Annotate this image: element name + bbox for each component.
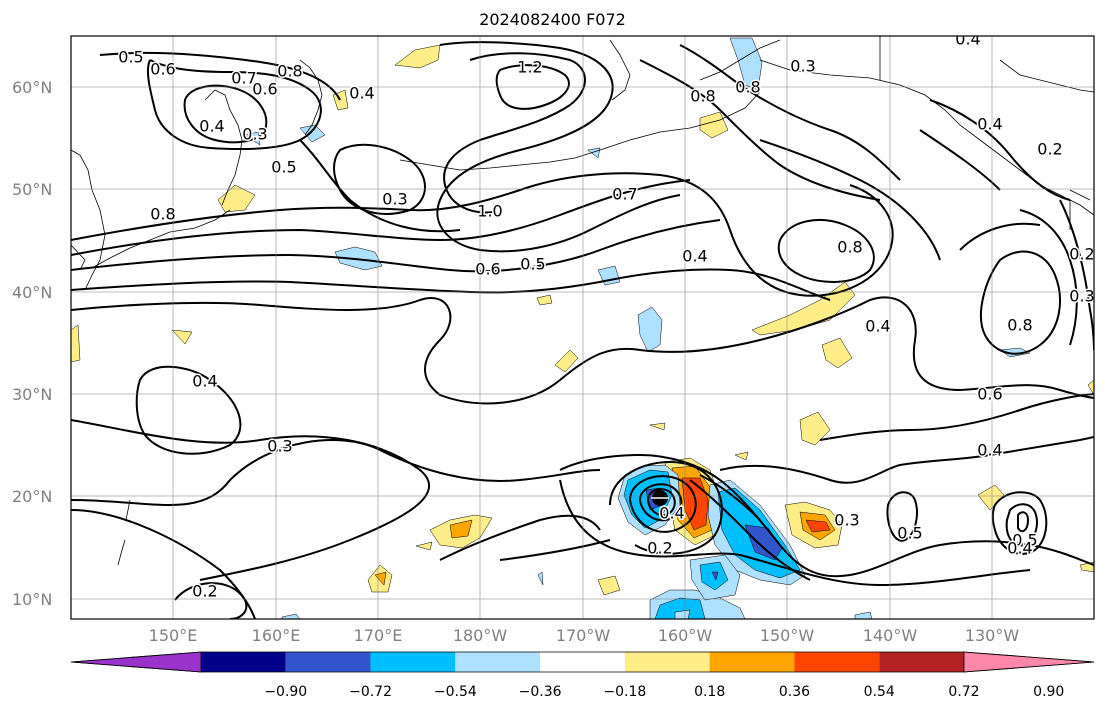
colorbar-tick-label: −0.18	[603, 684, 647, 700]
contour-label: 0.3	[1069, 287, 1094, 306]
lat-label-20n: 20°N	[12, 487, 53, 506]
lon-label-170w: 170°W	[555, 626, 611, 645]
contour-label: 0.8	[150, 205, 175, 224]
lon-label-130w: 130°W	[964, 626, 1020, 645]
contour-label: 0.2	[1069, 245, 1094, 264]
contour-label: 0.4	[682, 247, 707, 266]
contour-label: 1.0	[477, 202, 502, 221]
contour-label: 0.8	[1007, 316, 1032, 335]
contour-label: 0.8	[735, 78, 760, 97]
colorbar-segment	[285, 652, 371, 672]
lon-label-140w: 140°W	[862, 626, 918, 645]
contour-label: 0.3	[834, 511, 859, 530]
contour-label: 0.6	[977, 385, 1002, 404]
contour-label: 0.4	[199, 117, 224, 136]
lat-label-30n: 30°N	[12, 385, 53, 404]
contour-label: 0.6	[252, 80, 277, 99]
contour-label: 0.8	[690, 87, 715, 106]
lat-label-50n: 50°N	[12, 180, 53, 199]
contour-label: 0.2	[647, 539, 672, 558]
contour-label: 0.3	[267, 437, 292, 456]
contour-label: 0.5	[520, 255, 545, 274]
colorbar-tick-label: −0.36	[518, 684, 562, 700]
contour-label: 0.7	[612, 185, 637, 204]
contour-label: 0.5	[118, 48, 143, 67]
contour-label: 0.5	[1012, 531, 1037, 550]
colorbar-extend-low	[70, 651, 202, 673]
storm-center-icon	[651, 490, 669, 506]
colorbar-tick-label: 0.36	[778, 684, 811, 700]
colorbar-segment	[709, 652, 795, 672]
contour-label: 0.4	[955, 30, 980, 49]
colorbar-segment	[624, 652, 710, 672]
lon-label-160w: 160°W	[657, 626, 713, 645]
colorbar-tick-label: −0.72	[349, 684, 392, 700]
colorbar	[70, 651, 1095, 673]
colorbar-tick-label: 0.18	[694, 684, 726, 700]
colorbar-outline	[70, 651, 1095, 673]
colorbar-segment	[455, 652, 541, 672]
contour-label: 0.4	[349, 84, 374, 103]
contour-label: 1.2	[517, 58, 542, 77]
contour-label: 0.4	[1007, 539, 1032, 558]
lon-label-150e: 150°E	[148, 626, 198, 645]
contour-label: 0.7	[231, 69, 256, 88]
contour-label: 0.4	[192, 372, 217, 391]
contour-label: 0.8	[837, 238, 862, 257]
colorbar-segment	[794, 652, 880, 672]
contour-label: 0.8	[277, 62, 302, 81]
contour-labels: 0.50.6 0.7 0.80.6 0.40.4 0.30.50.31.21.00.6 0…	[117, 30, 1094, 602]
contour-label: 0.3	[382, 190, 407, 209]
colorbar-tick-label: −0.54	[433, 684, 477, 700]
colorbar-tick-label: −0.90	[264, 684, 308, 700]
contour-label: 0.6	[150, 60, 175, 79]
contour-label: 0.2	[192, 582, 217, 601]
lat-label-10n: 10°N	[12, 590, 53, 609]
contour-label: 0.4	[977, 441, 1002, 460]
map-frame	[70, 35, 1095, 620]
contour-label: 0.5	[897, 524, 922, 543]
lon-label-180w: 180°W	[452, 626, 508, 645]
contour-label: 0.6	[475, 260, 500, 279]
graticule	[71, 36, 1094, 619]
colorbar-segment	[370, 652, 456, 672]
map-title: 2024082400 F072	[479, 10, 626, 29]
contour-label: 0.3	[790, 57, 815, 76]
colorbar-tick-label: 0.90	[1033, 684, 1065, 700]
lon-label-170e: 170°E	[353, 626, 403, 645]
lon-label-160e: 160°E	[251, 626, 301, 645]
colorbar-tick-label: 0.72	[948, 684, 980, 700]
contour-label: 0.5	[271, 158, 296, 177]
contour-label: 0.4	[659, 504, 684, 523]
colorbar-segment	[879, 652, 964, 672]
contour-label: 0.2	[1037, 140, 1062, 159]
colorbar-tick-label: 0.54	[863, 684, 895, 700]
lon-label-150w: 150°W	[759, 626, 815, 645]
contour-label: 0.3	[242, 125, 267, 144]
lat-label-60n: 60°N	[12, 78, 53, 97]
contour-label: 0.4	[977, 115, 1002, 134]
lat-label-40n: 40°N	[12, 283, 53, 302]
colorbar-segment	[201, 652, 286, 672]
contour-label: 0.4	[865, 317, 890, 336]
colorbar-extend-high	[963, 651, 1095, 673]
contour-lines	[71, 41, 1094, 619]
colorbar-segment	[540, 652, 625, 672]
